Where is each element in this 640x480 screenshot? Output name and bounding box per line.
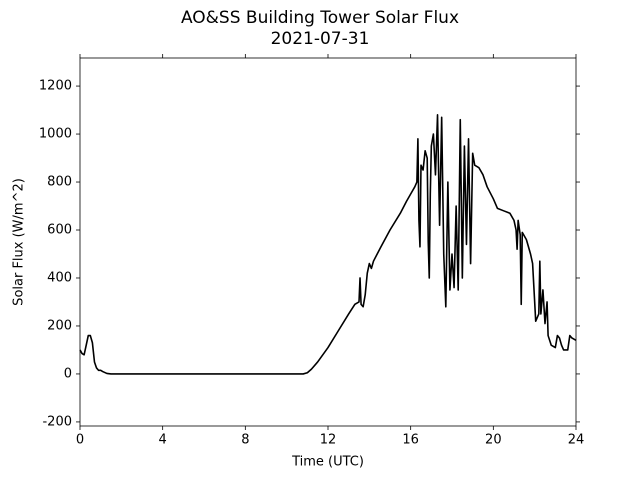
x-tick-label: 24 (568, 433, 585, 448)
y-tick-label: 1200 (39, 79, 72, 94)
chart-title: AO&SS Building Tower Solar Flux (181, 8, 459, 28)
x-axis-label: Time (UTC) (291, 455, 364, 470)
plot-frame (79, 57, 577, 427)
y-tick-label: 200 (47, 318, 72, 333)
x-tick-label: 0 (76, 433, 84, 448)
chart-subtitle: 2021-07-31 (271, 29, 370, 49)
x-tick-label: 16 (402, 433, 419, 448)
y-tick-label: 600 (47, 223, 72, 238)
data-line (79, 114, 577, 375)
y-axis-label: Solar Flux (W/m^2) (12, 178, 27, 306)
y-tick-label: -200 (42, 414, 72, 429)
y-tick-label: 0 (64, 366, 72, 381)
y-tick-label: 800 (47, 175, 72, 190)
x-tick-label: 12 (320, 433, 337, 448)
x-tick-label: 4 (159, 433, 167, 448)
x-tick-label: 20 (485, 433, 502, 448)
y-tick-label: 400 (47, 270, 72, 285)
x-tick-label: 8 (241, 433, 249, 448)
y-tick-label: 1000 (39, 127, 72, 142)
